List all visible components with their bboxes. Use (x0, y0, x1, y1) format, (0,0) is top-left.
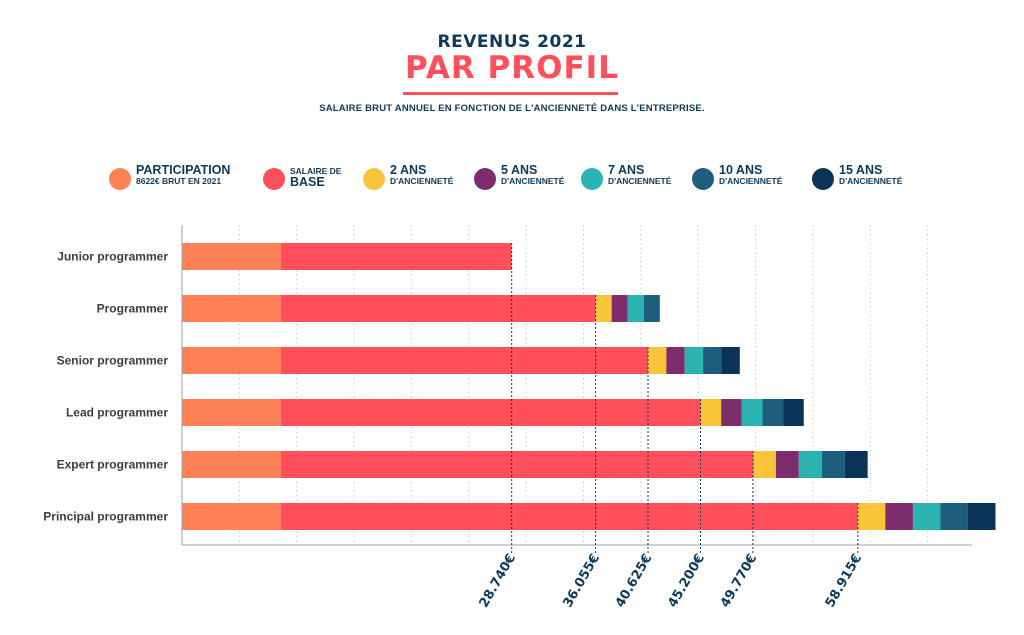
legend-swatch (263, 168, 285, 190)
category-label: Lead programmer (66, 406, 168, 420)
bar-segment (821, 451, 845, 478)
legend-swatch (812, 168, 834, 190)
category-label: Principal programmer (43, 510, 168, 524)
bar-segment (182, 295, 281, 322)
legend-label: 7 ANS (608, 163, 645, 177)
threshold-label: 40.625€ (613, 552, 656, 611)
legend-label: PARTICIPATION (136, 163, 231, 177)
bar-segment (912, 503, 941, 530)
threshold-label: 58.915€ (823, 552, 866, 611)
bar-segment (643, 295, 660, 322)
chart-title-main: PAR PROFIL (405, 50, 619, 86)
legend-sublabel: D'ANCIENNETÉ (608, 176, 672, 187)
bar-segment (182, 503, 281, 530)
chart-subtitle: SALAIRE BRUT ANNUEL EN FONCTION DE L'ANC… (319, 103, 705, 114)
legend-label: 5 ANS (501, 163, 538, 177)
bar-segment (182, 347, 281, 374)
bar-segment (182, 243, 281, 270)
bar-segment (280, 347, 649, 374)
category-label: Junior programmer (57, 250, 168, 264)
bar-segment (182, 399, 281, 426)
bar-segment (280, 243, 512, 270)
legend-sublabel: D'ANCIENNETÉ (501, 176, 565, 187)
legend-swatch (692, 168, 714, 190)
legend-sublabel: D'ANCIENNETÉ (390, 176, 454, 187)
bar-segment (280, 399, 701, 426)
threshold-label: 49.770€ (718, 552, 761, 611)
bar-segment (684, 347, 704, 374)
category-label: Programmer (97, 302, 169, 316)
bar-segment (700, 399, 722, 426)
legend-swatch (109, 168, 131, 190)
bar-segment (775, 451, 799, 478)
legend: PARTICIPATION 8622€ BRUT EN 2021 SALAIRE… (0, 160, 1024, 200)
legend-swatch (581, 168, 603, 190)
category-label: Expert programmer (57, 458, 169, 472)
bar-segment (280, 451, 753, 478)
bar-segment (666, 347, 685, 374)
bar-segment (967, 503, 996, 530)
chart-title-top: REVENUS 2021 (437, 32, 587, 52)
bar-segment (741, 399, 763, 426)
bar-segment (752, 451, 776, 478)
bar-segment (280, 503, 858, 530)
threshold-label: 28.740€ (477, 552, 520, 611)
legend-label: 10 ANS (719, 163, 763, 177)
threshold-label: 45.200€ (665, 552, 708, 611)
bar-segment (844, 451, 868, 478)
legend-sublabel: 8622€ BRUT EN 2021 (136, 176, 222, 187)
legend-swatch (474, 168, 496, 190)
bar-segment (857, 503, 886, 530)
title-underline (403, 92, 618, 95)
bar-segment (783, 399, 804, 426)
legend-sublabel: D'ANCIENNETÉ (719, 176, 783, 187)
bar-segment (280, 295, 596, 322)
category-label: Senior programmer (57, 354, 169, 368)
legend-label: 2 ANS (390, 163, 427, 177)
bar-segment (798, 451, 822, 478)
threshold-label: 36.055€ (560, 552, 603, 611)
bar-segment (940, 503, 968, 530)
legend-label: SALAIRE DE (290, 166, 342, 176)
bar-segment (703, 347, 722, 374)
legend-sublabel: BASE (290, 174, 325, 189)
bar-segment (762, 399, 784, 426)
legend-swatch (363, 168, 385, 190)
legend-sublabel: D'ANCIENNETÉ (839, 176, 903, 187)
legend-label: 15 ANS (839, 163, 883, 177)
bar-segment (182, 451, 281, 478)
bar-segment (721, 399, 742, 426)
bar-segment (885, 503, 913, 530)
bar-segment (627, 295, 644, 322)
bar-segment (721, 347, 740, 374)
bar-segment (648, 347, 667, 374)
bar-segment (595, 295, 612, 322)
bar-segment (611, 295, 628, 322)
